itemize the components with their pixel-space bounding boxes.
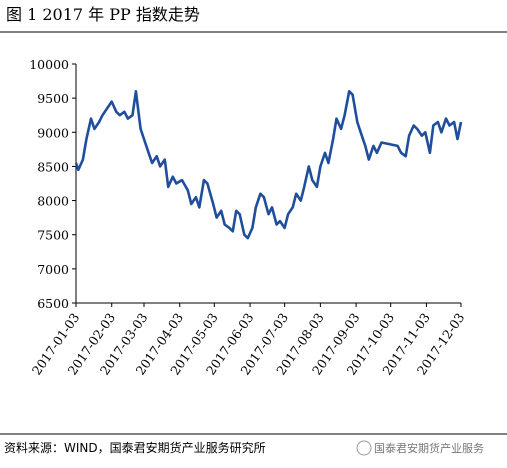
y-tick-label: 7000	[37, 262, 69, 277]
source-note: 资料来源：WIND，国泰君安期货产业服务研究所	[4, 440, 266, 455]
y-tick-label: 6500	[37, 296, 69, 311]
y-tick-label: 8000	[37, 194, 69, 209]
chart-title: 图 1 2017 年 PP 指数走势	[6, 5, 200, 24]
y-tick-label: 7500	[37, 228, 69, 243]
series-line	[74, 90, 463, 240]
y-tick-label: 8500	[37, 159, 69, 174]
watermark: 国泰君安期货产业服务	[374, 441, 484, 455]
y-tick-label: 9500	[37, 91, 69, 106]
watermark-icon	[356, 440, 372, 456]
y-tick-label: 10000	[29, 57, 69, 72]
y-tick-label: 9000	[37, 125, 69, 140]
